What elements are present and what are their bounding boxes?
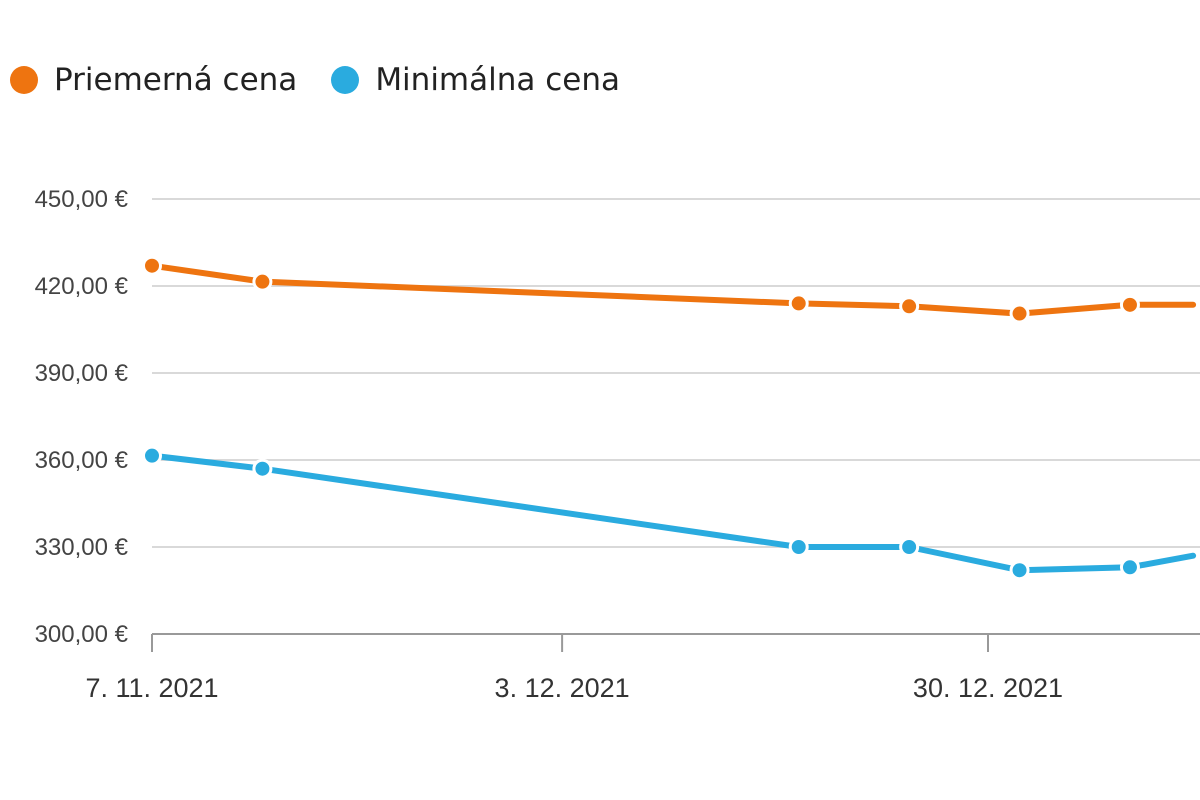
data-point-minimum bbox=[142, 445, 162, 466]
data-point-minimum bbox=[788, 537, 809, 557]
y-tick-label: 330,00 € bbox=[35, 534, 129, 561]
data-point-average bbox=[788, 293, 809, 314]
data-point-minimum bbox=[1009, 560, 1030, 581]
data-point-minimum bbox=[252, 458, 273, 479]
legend-item-minimum[interactable]: Minimálna cena bbox=[331, 62, 620, 98]
data-point-average bbox=[1009, 303, 1030, 324]
legend-item-average[interactable]: Priemerná cena bbox=[10, 62, 297, 98]
legend-dot-minimum bbox=[331, 66, 360, 94]
series-line-average bbox=[149, 262, 1197, 317]
data-point-average bbox=[899, 296, 920, 317]
x-tick-label: 30. 12. 2021 bbox=[913, 673, 1063, 703]
x-tick-label: 7. 11. 2021 bbox=[85, 673, 218, 703]
series-line-minimum bbox=[149, 452, 1197, 574]
y-tick-label: 420,00 € bbox=[35, 273, 129, 300]
y-tick-label: 300,00 € bbox=[35, 621, 129, 648]
x-tick-label: 3. 12. 2021 bbox=[495, 673, 630, 703]
legend-dot-average bbox=[10, 66, 38, 94]
y-tick-label: 450,00 € bbox=[35, 186, 129, 213]
data-point-average bbox=[252, 271, 273, 292]
data-point-average bbox=[1119, 294, 1140, 315]
legend-label-minimum: Minimálna cena bbox=[375, 62, 620, 98]
data-point-average bbox=[142, 255, 162, 276]
data-point-minimum bbox=[1119, 557, 1140, 578]
data-point-minimum bbox=[899, 537, 920, 557]
y-tick-label: 390,00 € bbox=[35, 360, 129, 387]
legend-label-average: Priemerná cena bbox=[54, 62, 298, 98]
y-tick-label: 360,00 € bbox=[35, 447, 129, 474]
chart-legend: Priemerná cena Minimálna cena bbox=[10, 62, 654, 98]
